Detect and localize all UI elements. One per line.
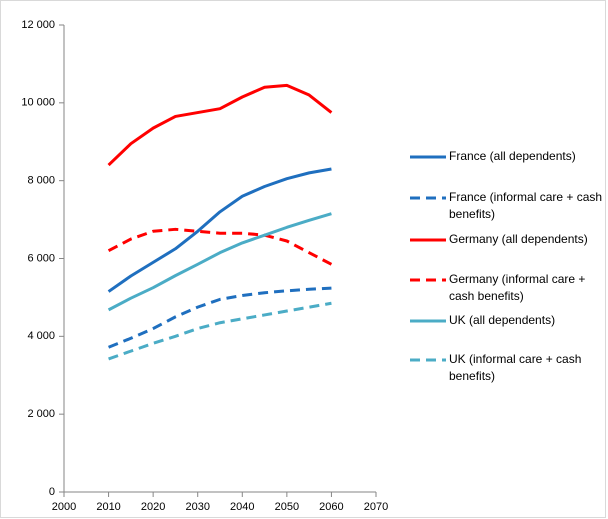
series-line (108, 286, 332, 349)
y-tick-label: 4 000 (27, 330, 55, 342)
x-tick-label: 2010 (96, 501, 120, 513)
y-tick-label: 8 000 (27, 175, 55, 187)
series-line (107, 83, 333, 167)
x-tick-label: 2070 (364, 501, 388, 513)
y-tick-label: 2 000 (27, 408, 55, 420)
y-tick-label: 12 000 (21, 19, 55, 31)
legend-label: UK (all dependents) (449, 313, 556, 327)
legend-label: Germany (informal care + cash benefits) (449, 272, 586, 303)
x-tick-label: 2040 (230, 501, 254, 513)
x-tick-label: 2050 (275, 501, 299, 513)
x-tick-label: 2030 (185, 501, 209, 513)
legend-label: France (all dependents) (449, 149, 576, 163)
y-tick-label: 6 000 (27, 252, 55, 264)
x-tick-label: 2060 (319, 501, 343, 513)
legend-label: France (informal care + cash benefits) (449, 190, 603, 221)
series-line (108, 301, 332, 361)
x-tick-label: 2000 (52, 501, 76, 513)
series-line (107, 212, 332, 312)
y-tick-label: 0 (49, 486, 55, 498)
series-line (107, 227, 333, 266)
x-tick-label: 2020 (141, 501, 165, 513)
y-tick-label: 10 000 (21, 97, 55, 109)
series-line (107, 167, 332, 293)
legend-label: Germany (all dependents) (449, 232, 588, 246)
legend-label: UK (informal care + cash benefits) (449, 352, 582, 383)
